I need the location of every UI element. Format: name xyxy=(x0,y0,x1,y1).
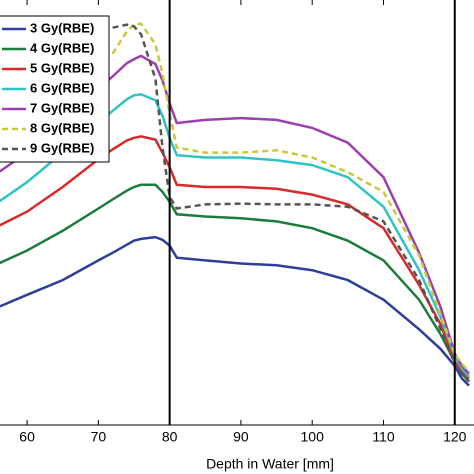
x-tick-label: 100 xyxy=(301,429,325,445)
legend-label: 6 Gy(RBE) xyxy=(30,80,94,95)
legend-label: 9 Gy(RBE) xyxy=(30,140,94,155)
legend-label: 5 Gy(RBE) xyxy=(30,60,94,75)
series-line xyxy=(112,23,470,383)
series-line xyxy=(0,235,470,387)
x-tick-label: 70 xyxy=(91,429,107,445)
x-tick-label: 110 xyxy=(372,429,395,445)
legend-label: 3 Gy(RBE) xyxy=(30,20,94,35)
x-tick-label: 120 xyxy=(443,429,467,445)
x-axis-label: Depth in Water [mm] xyxy=(206,456,334,472)
x-tick-label: 60 xyxy=(19,429,35,445)
legend-label: 4 Gy(RBE) xyxy=(30,40,94,55)
legend-label: 7 Gy(RBE) xyxy=(30,100,94,115)
series-line xyxy=(0,183,470,383)
legend-label: 8 Gy(RBE) xyxy=(30,120,94,135)
x-tick-label: 80 xyxy=(162,429,178,445)
series-line xyxy=(0,135,470,380)
x-tick-label: 90 xyxy=(233,429,249,445)
series-line xyxy=(111,22,470,373)
